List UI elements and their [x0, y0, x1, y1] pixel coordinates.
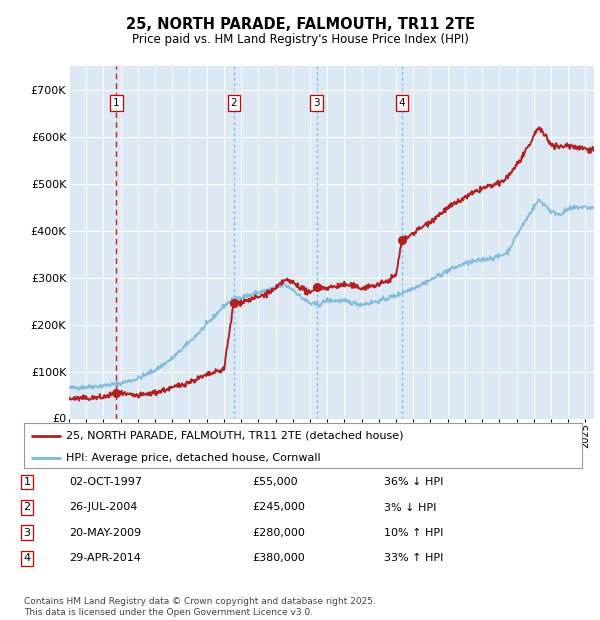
Text: 1: 1	[113, 99, 119, 108]
Text: £245,000: £245,000	[252, 502, 305, 513]
Text: 25, NORTH PARADE, FALMOUTH, TR11 2TE (detached house): 25, NORTH PARADE, FALMOUTH, TR11 2TE (de…	[66, 430, 403, 441]
Text: HPI: Average price, detached house, Cornwall: HPI: Average price, detached house, Corn…	[66, 453, 320, 463]
Text: £280,000: £280,000	[252, 528, 305, 538]
Text: Contains HM Land Registry data © Crown copyright and database right 2025.
This d: Contains HM Land Registry data © Crown c…	[24, 598, 376, 617]
Text: 26-JUL-2004: 26-JUL-2004	[69, 502, 137, 513]
Text: 1: 1	[23, 477, 31, 487]
Text: 3: 3	[313, 99, 320, 108]
Text: 33% ↑ HPI: 33% ↑ HPI	[384, 553, 443, 564]
Text: Price paid vs. HM Land Registry's House Price Index (HPI): Price paid vs. HM Land Registry's House …	[131, 33, 469, 46]
Text: 20-MAY-2009: 20-MAY-2009	[69, 528, 141, 538]
Text: 4: 4	[398, 99, 405, 108]
Text: 3% ↓ HPI: 3% ↓ HPI	[384, 502, 436, 513]
Text: 10% ↑ HPI: 10% ↑ HPI	[384, 528, 443, 538]
Text: 36% ↓ HPI: 36% ↓ HPI	[384, 477, 443, 487]
Text: £55,000: £55,000	[252, 477, 298, 487]
Text: 2: 2	[23, 502, 31, 513]
Text: 4: 4	[23, 553, 31, 564]
Text: £380,000: £380,000	[252, 553, 305, 564]
Text: 2: 2	[230, 99, 237, 108]
Text: 29-APR-2014: 29-APR-2014	[69, 553, 141, 564]
Text: 3: 3	[23, 528, 31, 538]
Text: 02-OCT-1997: 02-OCT-1997	[69, 477, 142, 487]
Text: 25, NORTH PARADE, FALMOUTH, TR11 2TE: 25, NORTH PARADE, FALMOUTH, TR11 2TE	[125, 17, 475, 32]
